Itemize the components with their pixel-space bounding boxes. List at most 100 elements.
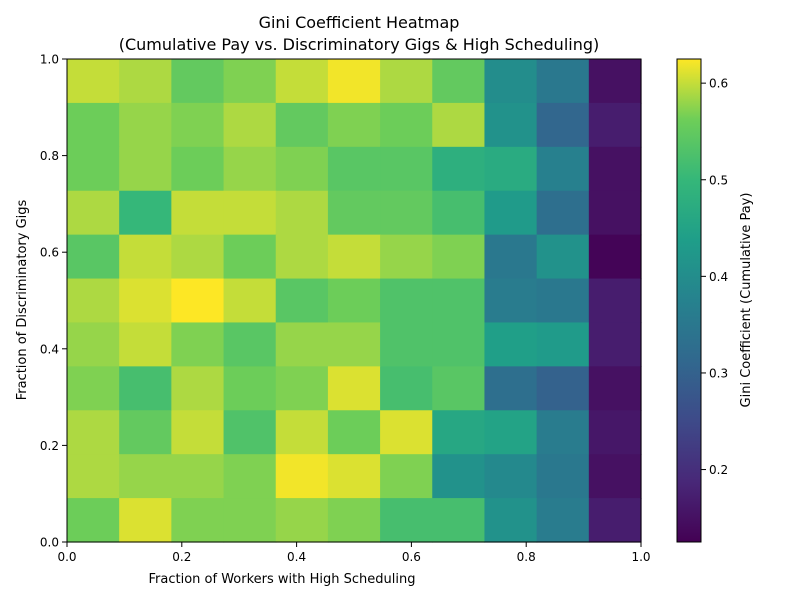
heatmap-cell <box>67 234 120 280</box>
heatmap-cell <box>588 234 642 280</box>
heatmap-cell <box>171 322 225 367</box>
heatmap-cell <box>223 146 277 192</box>
heatmap-cells <box>67 59 642 543</box>
heatmap-cell <box>119 146 172 192</box>
colorbar-ticks: 0.2 0.3 0.4 0.5 0.6 <box>701 77 728 477</box>
heatmap-cell <box>484 454 538 499</box>
heatmap-cell <box>484 102 538 148</box>
heatmap-cell <box>119 366 172 411</box>
heatmap-cell <box>223 102 277 148</box>
heatmap-cell <box>432 366 486 411</box>
heatmap-cell <box>536 322 590 367</box>
colorbar <box>676 58 702 543</box>
x-tick-label: 0.8 <box>517 550 536 564</box>
heatmap-cell <box>432 102 486 148</box>
heatmap-cell <box>380 498 433 543</box>
y-tick-label: 0.2 <box>40 439 59 453</box>
heatmap-cell <box>119 278 172 324</box>
y-tick-label: 1.0 <box>40 53 59 67</box>
heatmap-cell <box>432 410 486 455</box>
heatmap-cell <box>67 190 120 236</box>
heatmap-cell <box>432 190 486 236</box>
heatmap-cell <box>171 278 225 324</box>
heatmap-cell <box>536 59 590 104</box>
heatmap-cell <box>275 234 329 280</box>
heatmap-cell <box>380 234 433 280</box>
heatmap-cell <box>275 366 329 411</box>
heatmap-cell <box>275 322 329 367</box>
heatmap-cell <box>275 498 329 543</box>
heatmap-cell <box>327 454 381 499</box>
heatmap-cell <box>327 322 381 367</box>
colorbar-label: Gini Coefficient (Cumulative Pay) <box>739 193 754 408</box>
heatmap-cell <box>380 454 433 499</box>
heatmap-cell <box>484 366 538 411</box>
heatmap-cell <box>67 278 120 324</box>
x-tick-label: 1.0 <box>631 550 650 564</box>
heatmap-cell <box>223 59 277 104</box>
heatmap-cell <box>536 146 590 192</box>
heatmap-cell <box>275 278 329 324</box>
heatmap-cell <box>588 322 642 367</box>
heatmap-cell <box>536 498 590 543</box>
heatmap-cell <box>171 454 225 499</box>
heatmap-cell <box>171 146 225 192</box>
heatmap-cell <box>327 234 381 280</box>
heatmap-cell <box>536 410 590 455</box>
colorbar-tick-label: 0.2 <box>709 463 728 477</box>
heatmap-cell <box>484 498 538 543</box>
heatmap-cell <box>380 410 433 455</box>
heatmap-cell <box>67 322 120 367</box>
heatmap-cell <box>484 146 538 192</box>
heatmap-cell <box>223 278 277 324</box>
heatmap-cell <box>380 322 433 367</box>
heatmap-cell <box>588 59 642 104</box>
colorbar-tick-label: 0.6 <box>709 77 728 91</box>
heatmap-cell <box>588 146 642 192</box>
heatmap-cell <box>327 278 381 324</box>
heatmap-cell <box>588 454 642 499</box>
heatmap-cell <box>588 498 642 543</box>
heatmap-cell <box>171 498 225 543</box>
x-axis-label: Fraction of Workers with High Scheduling <box>149 572 416 587</box>
heatmap-cell <box>588 190 642 236</box>
x-tick-label: 0.2 <box>172 550 191 564</box>
heatmap-cell <box>223 322 277 367</box>
heatmap-cell <box>119 498 172 543</box>
heatmap-cell <box>484 59 538 104</box>
heatmap-cell <box>119 190 172 236</box>
heatmap-cell <box>119 322 172 367</box>
heatmap-cell <box>588 278 642 324</box>
heatmap-cell <box>536 234 590 280</box>
heatmap-cell <box>432 322 486 367</box>
heatmap-cell <box>67 366 120 411</box>
colorbar-tick-label: 0.5 <box>709 173 728 187</box>
heatmap-cell <box>119 454 172 499</box>
plot-frame <box>66 58 642 543</box>
heatmap-cell <box>275 410 329 455</box>
heatmap-cell <box>327 498 381 543</box>
heatmap-cell <box>67 146 120 192</box>
heatmap-cell <box>275 190 329 236</box>
heatmap-cell <box>171 59 225 104</box>
x-axis-ticks: 0.0 0.2 0.4 0.6 0.8 1.0 <box>57 542 651 564</box>
heatmap-cell <box>432 278 486 324</box>
colorbar-tick-label: 0.4 <box>709 270 728 284</box>
heatmap-cell <box>432 498 486 543</box>
y-tick-label: 0.0 <box>40 536 59 550</box>
heatmap-cell <box>327 190 381 236</box>
heatmap-cell <box>223 234 277 280</box>
heatmap-cell <box>275 102 329 148</box>
heatmap-cell <box>588 102 642 148</box>
heatmap-cell <box>171 366 225 411</box>
heatmap-cell <box>171 102 225 148</box>
heatmap-cell <box>380 59 433 104</box>
heatmap-cell <box>432 59 486 104</box>
heatmap-cell <box>536 190 590 236</box>
heatmap-cell <box>380 190 433 236</box>
y-axis-ticks: 0.0 0.2 0.4 0.6 0.8 1.0 <box>40 53 67 550</box>
heatmap-cell <box>327 59 381 104</box>
heatmap-cell <box>67 59 120 104</box>
heatmap-cell <box>327 410 381 455</box>
